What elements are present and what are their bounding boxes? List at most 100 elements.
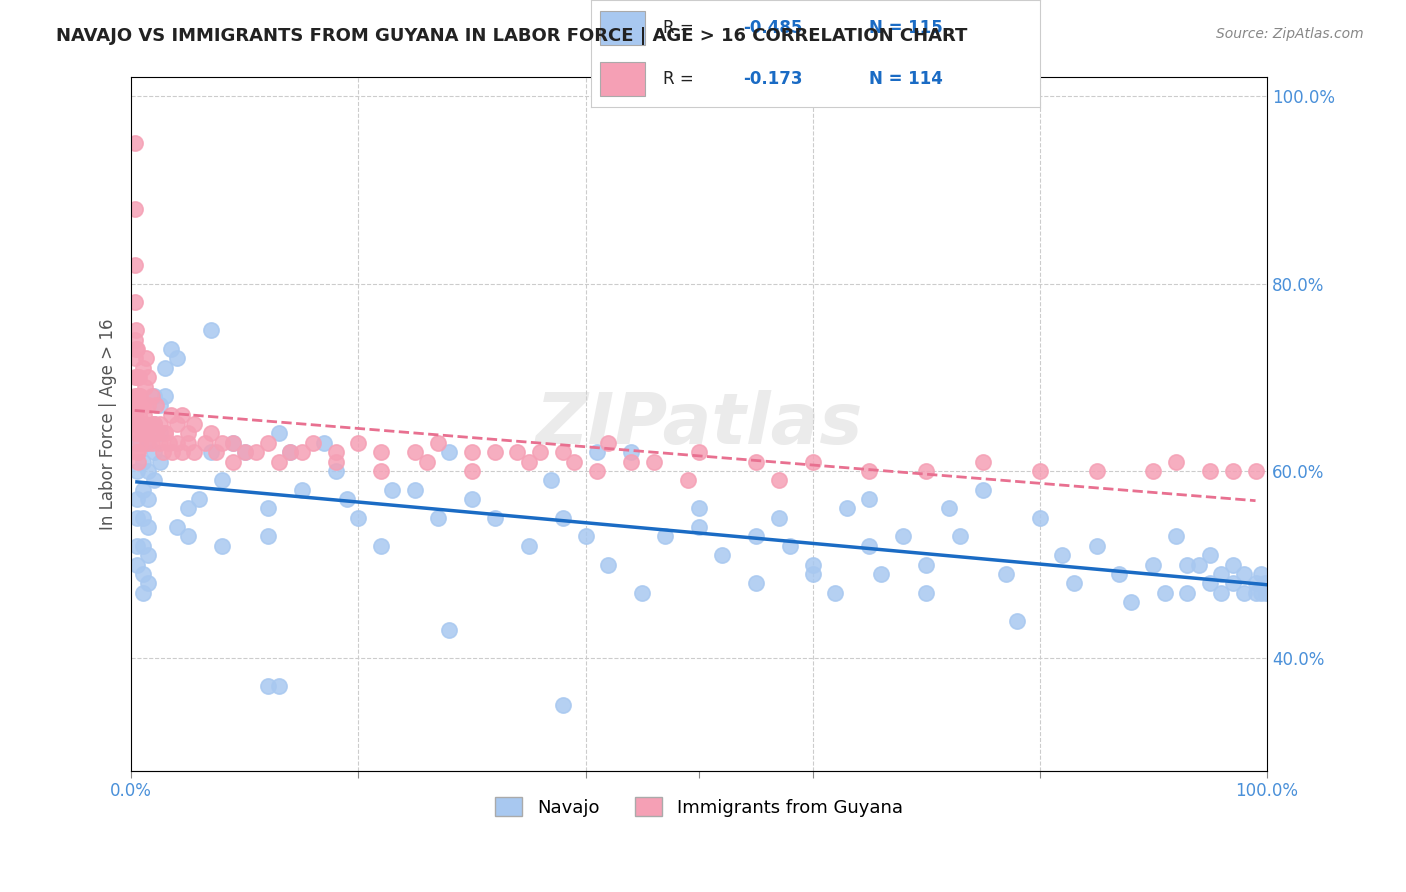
Point (205, 445, 228, 459)
Point (143, 417, 166, 431)
Point (586, 445, 609, 459)
Point (136, 576, 159, 591)
Point (131, 585, 153, 599)
Point (233, 445, 256, 459)
Point (1029, 464, 1052, 478)
Point (166, 351, 188, 366)
Point (136, 520, 159, 534)
Point (415, 454, 437, 468)
FancyBboxPatch shape (599, 62, 644, 96)
Point (155, 426, 177, 441)
Point (404, 445, 426, 459)
Point (125, 342, 148, 356)
Point (824, 585, 846, 599)
Point (177, 435, 200, 450)
Point (155, 389, 177, 403)
Point (143, 445, 166, 459)
Point (143, 389, 166, 403)
Text: NAVAJO VS IMMIGRANTS FROM GUYANA IN LABOR FORCE | AGE > 16 CORRELATION CHART: NAVAJO VS IMMIGRANTS FROM GUYANA IN LABO… (56, 27, 967, 45)
Point (461, 491, 484, 506)
Point (124, 295, 146, 310)
Text: -0.485: -0.485 (744, 19, 803, 37)
Point (994, 566, 1017, 581)
Point (1164, 454, 1187, 468)
Point (152, 445, 174, 459)
Point (631, 585, 654, 599)
Point (439, 623, 461, 637)
Point (915, 585, 938, 599)
Point (1199, 548, 1222, 562)
Point (124, 136, 146, 150)
Point (136, 398, 159, 412)
Point (1199, 576, 1222, 591)
Point (1244, 576, 1267, 591)
Point (211, 435, 233, 450)
Point (1142, 558, 1164, 572)
Point (551, 698, 574, 712)
Point (325, 464, 347, 478)
Point (143, 417, 166, 431)
Point (132, 408, 155, 422)
Point (128, 408, 150, 422)
Point (1063, 576, 1085, 591)
Point (1188, 558, 1211, 572)
Point (768, 473, 790, 487)
Point (143, 473, 166, 487)
Point (125, 323, 148, 337)
Point (135, 351, 157, 366)
Point (129, 417, 152, 431)
Point (370, 445, 392, 459)
Point (172, 408, 194, 422)
Point (200, 426, 222, 441)
Point (222, 454, 245, 468)
Point (256, 529, 278, 543)
Point (347, 435, 370, 450)
Point (801, 558, 824, 572)
Point (128, 417, 150, 431)
Point (127, 398, 149, 412)
Point (1211, 566, 1233, 581)
Point (149, 454, 172, 468)
Point (278, 445, 301, 459)
Point (1005, 614, 1028, 628)
Point (188, 491, 211, 506)
Point (141, 435, 163, 450)
Point (801, 566, 824, 581)
Point (643, 454, 665, 468)
Point (131, 417, 153, 431)
Point (439, 445, 461, 459)
Point (461, 445, 484, 459)
Point (915, 558, 938, 572)
Point (1233, 566, 1256, 581)
Point (129, 435, 152, 450)
Point (314, 435, 336, 450)
Point (1233, 585, 1256, 599)
Point (858, 464, 880, 478)
Point (129, 389, 152, 403)
Y-axis label: In Labor Force | Age > 16: In Labor Force | Age > 16 (100, 318, 117, 530)
Point (131, 417, 153, 431)
Point (1085, 539, 1108, 553)
Point (710, 548, 733, 562)
Point (620, 454, 643, 468)
Point (688, 445, 710, 459)
Point (143, 417, 166, 431)
Point (551, 510, 574, 524)
Point (404, 483, 426, 497)
Legend: Navajo, Immigrants from Guyana: Navajo, Immigrants from Guyana (488, 790, 910, 824)
Text: -0.173: -0.173 (744, 70, 803, 88)
Point (256, 435, 278, 450)
Point (149, 417, 172, 431)
Point (1222, 464, 1244, 478)
Point (370, 464, 392, 478)
Point (149, 426, 172, 441)
Point (128, 370, 150, 384)
Point (620, 445, 643, 459)
Point (381, 483, 404, 497)
Point (517, 454, 540, 468)
Point (160, 445, 183, 459)
Point (124, 426, 146, 441)
Point (1250, 585, 1272, 599)
Point (302, 435, 325, 450)
Point (136, 370, 159, 384)
